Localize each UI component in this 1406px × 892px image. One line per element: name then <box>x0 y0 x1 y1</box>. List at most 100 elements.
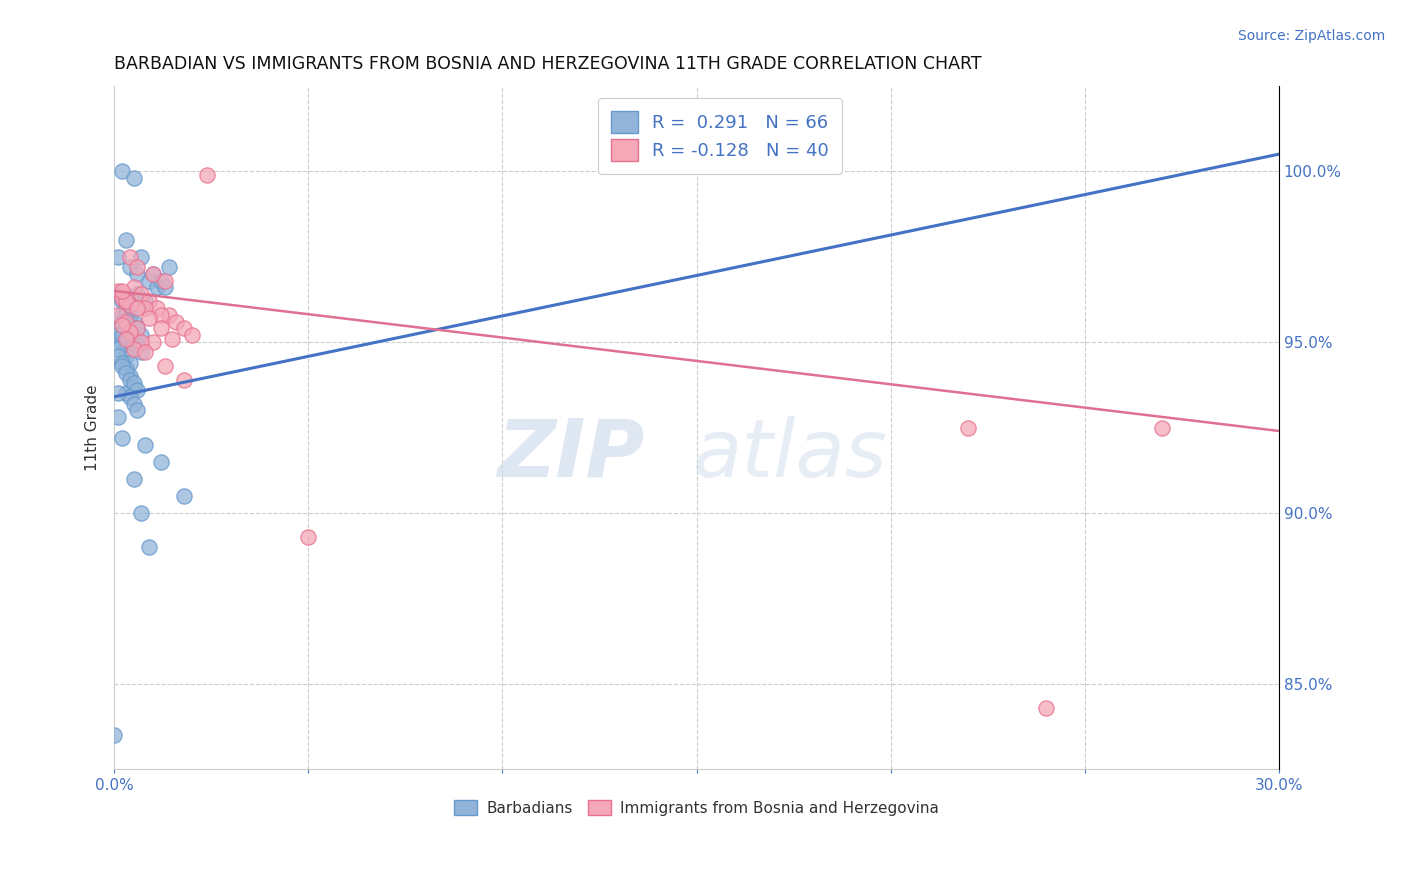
Point <box>127 338 149 352</box>
Point <box>131 287 153 301</box>
Text: BARBADIAN VS IMMIGRANTS FROM BOSNIA AND HERZEGOVINA 11TH GRADE CORRELATION CHART: BARBADIAN VS IMMIGRANTS FROM BOSNIA AND … <box>114 55 981 73</box>
Point <box>122 342 145 356</box>
Point <box>134 301 156 315</box>
Point <box>111 308 134 322</box>
Point <box>131 345 153 359</box>
Point <box>173 321 195 335</box>
Point <box>114 301 136 315</box>
Text: ZIP: ZIP <box>496 416 644 494</box>
Point <box>111 284 134 298</box>
Point <box>127 321 149 335</box>
Point <box>157 308 180 322</box>
Point <box>118 260 141 274</box>
Point <box>122 332 145 346</box>
Point <box>114 318 136 332</box>
Point <box>153 280 176 294</box>
Point <box>118 356 141 370</box>
Point <box>162 332 184 346</box>
Point <box>685 147 707 161</box>
Point <box>114 308 136 322</box>
Point <box>127 383 149 397</box>
Point <box>111 164 134 178</box>
Point <box>127 287 149 301</box>
Point <box>131 335 153 350</box>
Point <box>149 274 172 288</box>
Point <box>142 267 165 281</box>
Point <box>134 345 156 359</box>
Point <box>142 267 165 281</box>
Point <box>114 335 136 350</box>
Point <box>114 386 136 401</box>
Point <box>107 308 129 322</box>
Point <box>122 472 145 486</box>
Point <box>1152 420 1174 434</box>
Point <box>180 328 202 343</box>
Point <box>138 311 160 326</box>
Point <box>195 168 218 182</box>
Point <box>127 260 149 274</box>
Point <box>111 335 134 350</box>
Point <box>118 390 141 404</box>
Point <box>146 280 169 294</box>
Point <box>111 356 134 370</box>
Point <box>114 315 136 329</box>
Point <box>149 321 172 335</box>
Point <box>111 359 134 373</box>
Point <box>107 386 129 401</box>
Point <box>107 284 129 298</box>
Point <box>131 506 153 520</box>
Point <box>173 373 195 387</box>
Point <box>111 431 134 445</box>
Legend: Barbadians, Immigrants from Bosnia and Herzegovina: Barbadians, Immigrants from Bosnia and H… <box>447 792 946 823</box>
Point <box>118 250 141 264</box>
Point <box>114 294 136 309</box>
Point <box>157 260 180 274</box>
Point <box>118 342 141 356</box>
Point <box>173 489 195 503</box>
Point <box>153 359 176 373</box>
Point <box>114 301 136 315</box>
Point <box>138 540 160 554</box>
Point <box>138 294 160 309</box>
Point <box>127 267 149 281</box>
Point <box>118 308 141 322</box>
Point <box>118 325 141 339</box>
Text: atlas: atlas <box>692 416 887 494</box>
Point <box>127 321 149 335</box>
Point <box>111 315 134 329</box>
Point <box>107 287 129 301</box>
Point <box>103 728 125 742</box>
Point <box>107 321 129 335</box>
Point <box>957 420 980 434</box>
Point <box>122 280 145 294</box>
Point <box>297 530 319 544</box>
Point <box>107 349 129 363</box>
Point <box>111 318 134 332</box>
Point <box>146 301 169 315</box>
Point <box>1035 700 1057 714</box>
Point <box>107 342 129 356</box>
Point <box>149 308 172 322</box>
Point <box>107 250 129 264</box>
Point <box>118 373 141 387</box>
Point <box>153 274 176 288</box>
Point <box>114 233 136 247</box>
Point <box>114 362 136 376</box>
Point <box>127 403 149 417</box>
Y-axis label: 11th Grade: 11th Grade <box>86 384 100 471</box>
Point <box>114 366 136 380</box>
Point <box>118 369 141 384</box>
Text: Source: ZipAtlas.com: Source: ZipAtlas.com <box>1237 29 1385 43</box>
Point <box>107 328 129 343</box>
Point <box>107 410 129 425</box>
Point <box>111 294 134 309</box>
Point <box>118 315 141 329</box>
Point <box>138 274 160 288</box>
Point <box>114 332 136 346</box>
Point <box>149 455 172 469</box>
Point <box>122 315 145 329</box>
Point <box>131 250 153 264</box>
Point <box>114 349 136 363</box>
Point <box>134 294 156 309</box>
Point <box>131 328 153 343</box>
